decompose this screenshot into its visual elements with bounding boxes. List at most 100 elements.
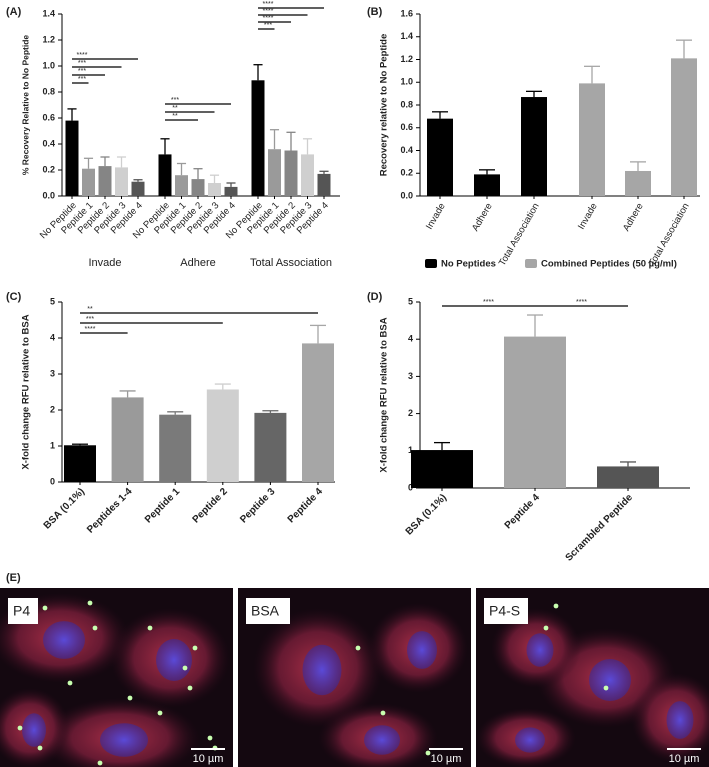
bar xyxy=(411,450,473,488)
y-tick-label: 4 xyxy=(50,332,55,342)
significance-label: **** xyxy=(85,326,96,333)
bar xyxy=(284,150,298,196)
y-tick-label: 1.4 xyxy=(42,8,55,18)
error-bar xyxy=(167,411,184,415)
bar xyxy=(625,170,651,196)
nucleus xyxy=(589,659,631,701)
x-tick-label: Peptide 2 xyxy=(191,486,231,526)
image-label-box xyxy=(8,598,38,624)
error-bar xyxy=(286,131,296,151)
y-tick-label: 2 xyxy=(408,408,413,418)
error-bar xyxy=(209,174,220,183)
error-bar xyxy=(584,65,600,84)
error-bar xyxy=(434,441,450,451)
bar xyxy=(159,414,192,482)
y-tick-label: 0.6 xyxy=(42,112,55,122)
bar xyxy=(521,97,547,196)
peptide-spot xyxy=(97,760,103,766)
legend-label: Combined Peptides (50 µg/ml) xyxy=(541,259,677,270)
error-bar xyxy=(676,39,692,59)
nucleus xyxy=(526,633,554,667)
bar xyxy=(191,179,205,196)
y-axis-label: X-fold change RFU relative to BSA xyxy=(21,314,32,469)
y-tick-label: 0.0 xyxy=(42,190,55,200)
bar xyxy=(317,173,331,196)
peptide-spot xyxy=(157,710,163,716)
peptide-spot xyxy=(182,665,188,671)
significance-label: *** xyxy=(78,68,86,75)
error-bar xyxy=(310,324,326,344)
scale-label: 10 µm xyxy=(193,753,224,765)
error-bar xyxy=(176,162,187,176)
peptide-spot xyxy=(425,750,431,756)
error-bar xyxy=(527,314,543,337)
peptide-spot xyxy=(553,603,559,609)
group-label: Invade xyxy=(88,257,121,269)
y-tick-label: 3 xyxy=(50,368,55,378)
nucleus xyxy=(22,713,46,747)
nucleus xyxy=(156,639,192,681)
micrograph: P4-S 10 µm xyxy=(476,588,709,767)
bar xyxy=(268,149,281,196)
y-tick-label: 0.0 xyxy=(400,190,413,200)
image-label: P4-S xyxy=(489,603,520,619)
x-tick-label: Peptide 4 xyxy=(286,486,326,526)
scale-label: 10 µm xyxy=(431,753,462,765)
bar xyxy=(131,181,145,196)
bar xyxy=(301,154,314,196)
peptide-spot xyxy=(92,625,98,631)
error-bar xyxy=(133,179,143,182)
peptide-spot xyxy=(187,685,193,691)
significance-label: ** xyxy=(87,306,93,313)
bar xyxy=(64,445,96,482)
scale-label: 10 µm xyxy=(669,753,700,765)
bar xyxy=(671,58,697,196)
y-tick-label: 1 xyxy=(408,445,413,455)
y-tick-label: 1 xyxy=(50,440,55,450)
x-tick-label: Adhere xyxy=(621,201,646,233)
peptide-spot xyxy=(603,685,609,691)
significance-label: **** xyxy=(263,8,274,15)
peptide-spot xyxy=(17,725,23,731)
y-tick-label: 5 xyxy=(50,296,55,306)
y-tick-label: 1.0 xyxy=(400,77,413,87)
significance-label: *** xyxy=(171,97,179,104)
bar xyxy=(98,166,112,196)
error-bar xyxy=(226,182,236,187)
x-tick-label: Adhere xyxy=(470,201,495,233)
bar xyxy=(504,336,566,488)
error-bar xyxy=(253,64,263,81)
x-tick-label: Peptides 1-4 xyxy=(85,486,135,536)
x-tick-label: BSA (0.1%) xyxy=(404,492,449,537)
group-label: Adhere xyxy=(180,257,215,269)
panel-label: (A) xyxy=(6,6,22,18)
panel-label: (E) xyxy=(6,572,21,584)
x-tick-label: Peptide 4 xyxy=(503,492,543,532)
nucleus xyxy=(666,701,694,739)
y-tick-label: 5 xyxy=(408,296,413,306)
bar xyxy=(111,397,144,482)
y-tick-label: 0.8 xyxy=(400,99,413,109)
bar xyxy=(474,174,500,196)
error-bar xyxy=(262,410,279,413)
y-tick-label: 1.4 xyxy=(400,31,413,41)
panel-label: (B) xyxy=(367,6,383,18)
significance-label: **** xyxy=(576,299,587,306)
x-tick-label: Peptide 3 xyxy=(238,486,278,526)
y-tick-label: 0.4 xyxy=(42,138,55,148)
peptide-spot xyxy=(207,735,213,741)
y-tick-label: 0.2 xyxy=(42,164,55,174)
significance-label: **** xyxy=(483,299,494,306)
significance-label: *** xyxy=(78,76,86,83)
peptide-spot xyxy=(37,745,43,751)
bar xyxy=(208,183,221,196)
panel-label: (D) xyxy=(367,291,383,303)
y-axis-label: Recovery relative to No Peptide xyxy=(379,34,390,177)
y-tick-label: 1.0 xyxy=(42,60,55,70)
bar xyxy=(254,412,287,482)
nucleus xyxy=(364,725,400,755)
y-tick-label: 0.2 xyxy=(400,168,413,178)
peptide-spot xyxy=(147,625,153,631)
image-label-box xyxy=(246,598,290,624)
nucleus xyxy=(407,631,437,669)
